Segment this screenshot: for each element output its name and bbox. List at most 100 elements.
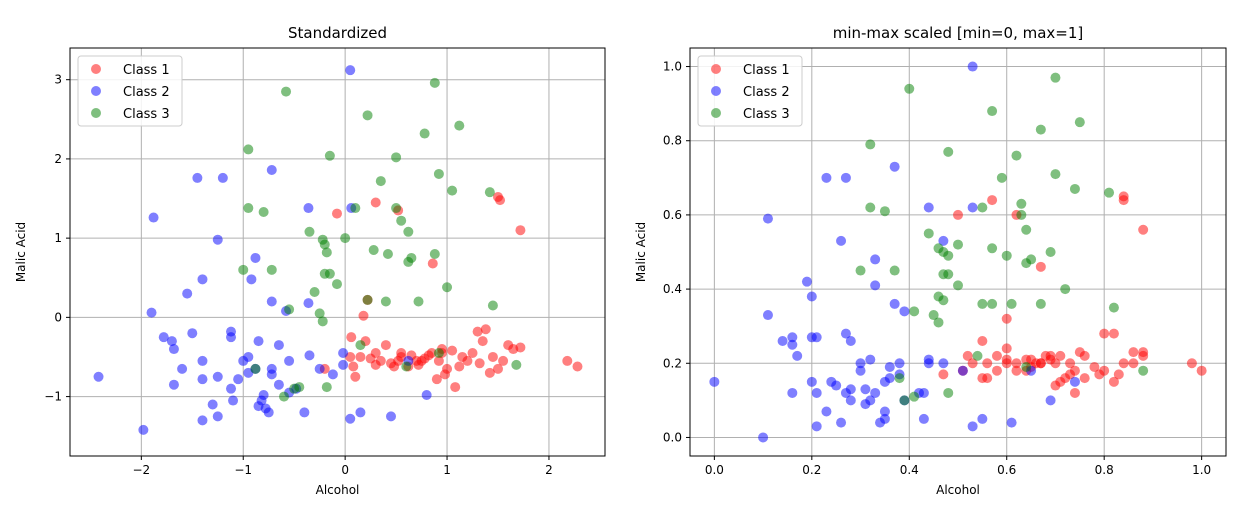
data-point [982,358,993,369]
data-point [991,350,1002,361]
data-point [865,139,876,150]
data-point [450,382,461,393]
data-point [299,407,310,418]
series-class-3 [855,72,1149,406]
data-point [273,340,284,351]
series-class-2 [709,61,1080,443]
data-point [403,256,414,267]
data-point [787,332,798,343]
x-tick-label: −2 [132,463,150,477]
legend: Class 1 Class 2 Class 3 [697,55,803,127]
data-point [855,365,866,376]
series-class-1 [319,191,583,393]
data-point [972,350,983,361]
x-tick-label: −1 [234,463,252,477]
legend-marker [91,64,101,74]
plot-frame [69,47,606,457]
data-point [811,421,822,432]
data-point [1108,376,1119,387]
data-point [1099,328,1110,339]
data-point [1001,358,1012,369]
data-point [362,110,373,121]
data-point [1040,350,1051,361]
y-axis-label: Malic Acid [634,222,648,282]
data-point [362,294,373,305]
data-point [411,355,422,366]
data-point [212,234,223,245]
data-point [787,339,798,350]
plot-frame [689,47,1227,457]
data-point [1196,365,1207,376]
data-point [370,348,381,359]
data-point [303,203,314,214]
data-point [423,350,434,361]
data-point [977,336,988,347]
data-point [258,389,269,400]
data-point [467,348,478,359]
legend-marker [711,64,721,74]
data-point [943,146,954,157]
data-point [207,399,218,410]
data-point [996,172,1007,183]
data-point [266,264,277,275]
legend-label: Class 3 [123,107,170,122]
data-point [987,243,998,254]
data-point [484,367,495,378]
data-point [967,358,978,369]
data-point [250,363,261,374]
data-point [442,363,453,374]
y-tick-label: 0.8 [663,134,682,148]
data-point [918,413,929,424]
data-point [484,187,495,198]
data-point [177,363,188,374]
data-point [266,296,277,307]
data-point [212,371,223,382]
data-point [855,358,866,369]
data-point [396,348,407,359]
data-point [821,172,832,183]
data-point [433,348,444,359]
data-point [836,417,847,428]
data-point [909,391,920,402]
data-point [879,206,890,217]
data-point [304,226,315,237]
data-point [331,279,342,290]
data-point [894,358,905,369]
data-point [401,361,412,372]
data-point [146,307,157,318]
data-point [197,355,208,366]
data-point [396,215,407,226]
data-point [1055,376,1066,387]
data-point [319,268,330,279]
data-point [806,291,817,302]
data-point [243,351,254,362]
data-point [840,172,851,183]
data-point [380,340,391,351]
data-point [454,120,465,131]
data-point [503,340,514,351]
data-point [762,310,773,321]
data-point [962,350,973,361]
data-point [447,345,458,356]
legend-box [697,55,803,127]
data-point [1099,365,1110,376]
data-point [1104,187,1115,198]
data-point [462,355,473,366]
data-point [243,203,254,214]
data-point [258,206,269,217]
data-point [977,298,988,309]
data-point [953,209,963,220]
data-point [182,288,193,299]
data-point [487,351,498,362]
chart-title: Standardized [288,24,387,42]
data-point [860,399,871,410]
data-point [1074,347,1085,358]
data-point [250,252,261,263]
data-point [801,276,812,287]
data-point [472,326,483,337]
data-point [442,282,453,293]
data-point [495,195,506,206]
data-point [515,342,526,353]
data-point [933,317,944,328]
data-point [427,258,438,269]
